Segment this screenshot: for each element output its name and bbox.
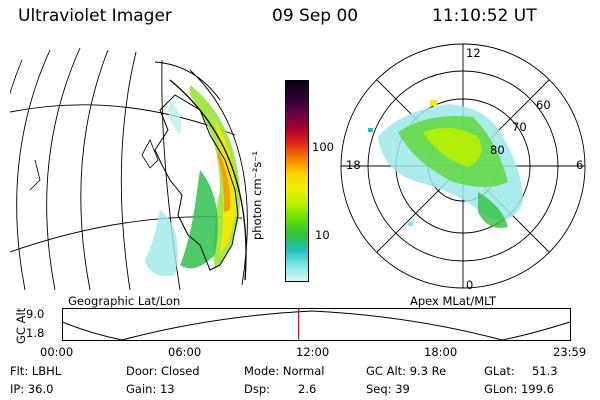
mode-info: Mode: Normal [244,364,325,378]
instrument-title: Ultraviolet Imager [18,6,172,26]
glon-info: GLon: 199.6 [484,382,554,396]
glat-label: GLat: [484,364,515,378]
coastline [154,94,239,271]
door-info: Door: Closed [126,364,200,378]
timeline-x-tick-1800: 18:00 [424,345,458,359]
mlt-label-12: 12 [466,46,481,60]
mlt-label-6: 6 [576,158,584,172]
timeline-x-tick-1200: 12:00 [296,345,330,359]
geographic-map [10,47,248,290]
seq-info: Seq: 39 [366,382,410,396]
geographic-caption: Geographic Lat/Lon [68,294,181,308]
gc-altitude-timeline [62,308,571,341]
mlat-label-80: 80 [490,143,505,157]
mlat-label-60: 60 [536,98,551,112]
meridian-line [46,47,81,290]
timeline-y-tick-top: 9.0 [26,307,45,321]
colorbar-tick-10: 10 [315,228,330,242]
gain-info: Gain: 13 [126,382,175,396]
date-label: 09 Sep 00 [272,6,359,26]
colorbar-tick-100: 100 [312,140,334,154]
dsp-value: 2.6 [298,382,317,396]
colorbar-unit-label: photon cm⁻²s⁻¹ [250,151,264,240]
dsp-label: Dsp: [244,382,271,396]
filter-info: Flt: LBHL [10,364,62,378]
mlt-label-0: 0 [466,278,474,292]
meridian-line [16,49,51,290]
meridian-line [80,49,109,290]
glat-value: 51.3 [532,364,558,378]
timeline-x-tick-0000: 00:00 [40,345,74,359]
timeline-x-tick-0600: 06:00 [168,345,202,359]
timeline-x-tick-2359: 23:59 [553,345,587,359]
timeline-y-tick-bottom: 1.8 [26,326,45,340]
polar-aurora-emission [368,100,523,228]
coastline [29,139,159,191]
aurora-emission [145,85,241,276]
limb-edge [169,79,247,281]
latitude-line [154,61,221,101]
color-bar [285,80,309,282]
meridian-line [10,59,23,95]
apex-caption: Apex MLat/MLT [410,294,497,308]
mlat-label-70: 70 [512,120,527,134]
meridian-line [120,51,137,290]
gc-alt-info: GC Alt: 9.3 Re [366,364,447,378]
polar-map [340,43,586,289]
mlt-label-18: 18 [346,158,361,172]
altitude-curve [62,310,571,341]
ip-info: IP: 36.0 [10,382,54,396]
time-label: 11:10:52 UT [432,6,537,26]
